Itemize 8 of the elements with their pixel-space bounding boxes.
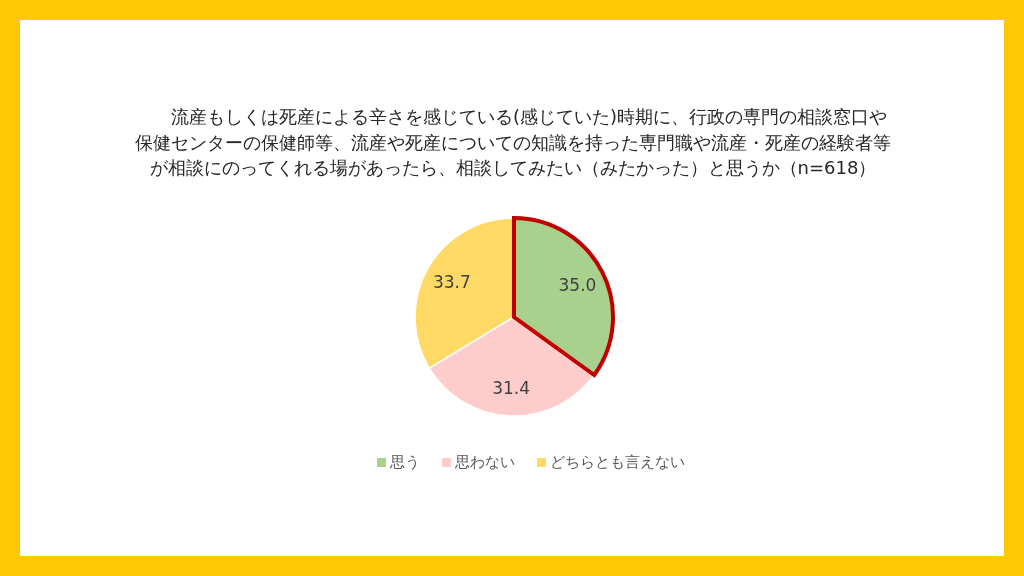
chart-title: 流産もしくは死産による辛さを感じている(感じていた)時期に、行政の専門の相談窓口や保健センターの保健師等、流産や死産についての知識を持った専門職や流産・死産の経験者等が相談にのってくれる場があったら、相談してみたい（みたかった）と思うか（n=618）	[134, 105, 892, 180]
data-label: 31.4	[492, 378, 531, 399]
legend-label: 思う	[390, 453, 420, 472]
pie-slice	[512, 216, 615, 378]
legend-label: どちらとも言えない	[550, 453, 685, 472]
data-label: 35.0	[558, 274, 597, 295]
legend-label: 思わない	[455, 453, 515, 472]
data-label: 33.7	[432, 272, 471, 293]
